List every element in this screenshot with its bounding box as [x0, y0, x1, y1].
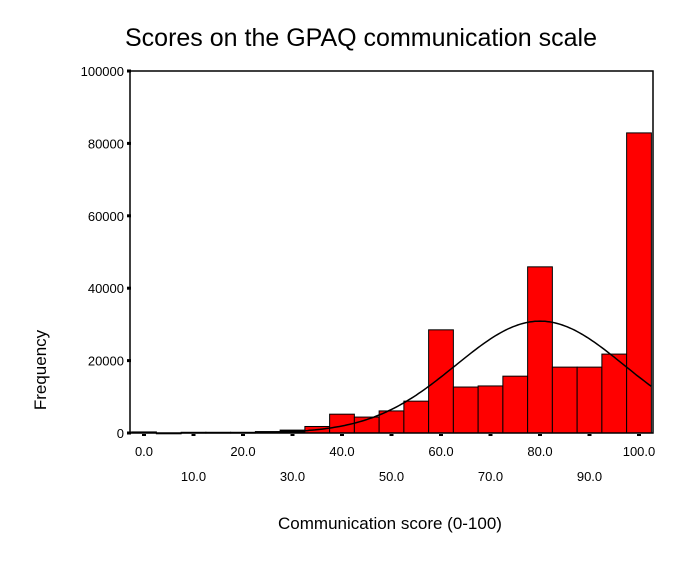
x-tick-label: 60.0 — [428, 444, 453, 459]
plot-frame — [129, 70, 654, 434]
y-tick-label: 60000 — [88, 209, 124, 224]
y-axis-ticks: 0 20000 40000 60000 80000 100000 — [81, 64, 131, 441]
x-tick-label: 40.0 — [329, 444, 354, 459]
x-tick-label: 90.0 — [577, 469, 602, 484]
y-tick-label: 100000 — [81, 64, 124, 79]
histogram-bar — [576, 366, 603, 434]
histogram-bar — [477, 385, 504, 434]
y-tick-label: 20000 — [88, 354, 124, 369]
y-tick-label: 40000 — [88, 281, 124, 296]
x-axis-ticks: 0.0 10.0 20.0 30.0 40.0 50.0 60.0 70.0 80.0 90.0 1… — [135, 434, 655, 484]
histogram-bar — [452, 386, 479, 434]
x-tick-label: 30.0 — [280, 469, 305, 484]
x-axis-label: Communication score (0-100) — [278, 514, 502, 533]
x-tick-label: 10.0 — [181, 469, 206, 484]
x-tick-label: 50.0 — [379, 469, 404, 484]
histogram-bar — [403, 400, 430, 434]
y-tick-label: 0 — [117, 426, 124, 441]
x-tick-label: 20.0 — [230, 444, 255, 459]
x-tick-label: 100.0 — [623, 444, 656, 459]
x-tick-label: 70.0 — [478, 469, 503, 484]
histogram-bars — [131, 132, 652, 435]
x-tick-label: 80.0 — [527, 444, 552, 459]
x-tick-label: 0.0 — [135, 444, 153, 459]
normal-curve — [267, 320, 652, 434]
histogram-bar — [626, 132, 652, 434]
histogram-bar — [502, 375, 529, 434]
chart-title: Scores on the GPAQ communication scale — [125, 24, 597, 52]
histogram-bar — [601, 353, 628, 434]
histogram-bar — [527, 266, 553, 434]
histogram-bar — [428, 329, 454, 434]
y-tick-label: 80000 — [88, 136, 124, 151]
histogram-bar — [551, 366, 578, 434]
